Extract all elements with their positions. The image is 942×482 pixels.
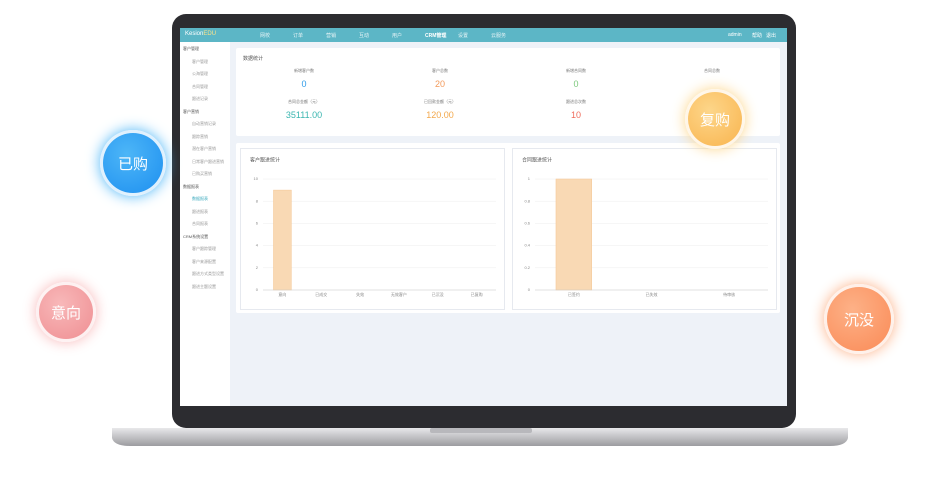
sidebar-item[interactable]: 跟进主题设置 — [192, 283, 216, 289]
user-name[interactable]: admin — [728, 32, 742, 38]
y-tick-label: 0.4 — [524, 243, 530, 248]
sidebar-group[interactable]: 客户营销 — [183, 108, 199, 114]
chart-card: 客户跟进统计 0 2 4 6 8 10 意向 已成交 失效 无效客户 已沉没 已复购 — [240, 148, 505, 310]
charts-card: 客户跟进统计 0 2 4 6 8 10 意向 已成交 失效 无效客户 已沉没 已复购 合同跟进统计 0 0.2… — [236, 143, 780, 313]
y-tick-label: 1 — [528, 176, 531, 181]
nav-item[interactable]: CRM管理 — [425, 33, 447, 39]
sidebar-item[interactable]: 跟进方式类型设置 — [192, 271, 224, 276]
stat-value: 0 — [301, 79, 307, 89]
screen: KesionEDU 网校 订单 营销 互动 用户 CRM管理 设置 云服务 admin 帮助 退出 … — [180, 28, 787, 406]
stats-title: 数据统计 — [243, 56, 264, 62]
y-tick-label: 0 — [256, 287, 259, 292]
bubble[interactable]: 复购 — [685, 89, 745, 149]
stat-value: 35111.00 — [285, 110, 323, 120]
bar — [273, 189, 292, 291]
sidebar-item[interactable]: 客户来源配置 — [192, 258, 216, 264]
x-tick-label: 失效 — [356, 291, 364, 297]
sidebar-item[interactable]: 潜在客户营销 — [192, 146, 216, 151]
stat-label: 合同总数 — [704, 68, 720, 73]
stat-label: 客户总数 — [432, 68, 448, 73]
nav-item[interactable]: 营销 — [326, 33, 337, 39]
sidebar-item[interactable]: 跟进报表 — [192, 208, 208, 214]
stat: 新增客户数 0 — [236, 68, 372, 89]
stat-label: 合同总金额（元） — [288, 99, 320, 104]
top-bar: KesionEDU 网校 订单 营销 互动 用户 CRM管理 设置 云服务 admin 帮助 退出 — [180, 28, 787, 42]
y-tick-label: 0.6 — [524, 220, 530, 225]
y-tick-label: 2 — [256, 265, 259, 270]
logo: KesionEDU — [185, 31, 216, 37]
sidebar-item[interactable]: 客户跟踪管理 — [192, 246, 216, 251]
bubble[interactable]: 意向 — [36, 282, 96, 342]
y-tick-label: 0.2 — [524, 265, 530, 270]
bubble[interactable]: 已购 — [100, 130, 166, 196]
sidebar-group[interactable]: CRM系统设置 — [183, 233, 209, 239]
sidebar-item[interactable]: 合同报表 — [192, 221, 208, 226]
stat-label: 新增客户数 — [294, 68, 314, 73]
stat-value: 0 — [573, 79, 579, 89]
sidebar-item[interactable]: 数据报表 — [192, 196, 208, 201]
stat-label: 跟进总次数 — [566, 99, 586, 104]
sidebar-item[interactable]: 客户管理 — [192, 58, 208, 64]
y-tick-label: 0 — [528, 287, 531, 292]
nav-item[interactable]: 互动 — [359, 33, 370, 39]
stat-label: 新增合同数 — [566, 68, 586, 73]
y-tick-label: 4 — [256, 243, 259, 248]
top-link[interactable]: 帮助 — [752, 33, 763, 39]
sidebar-item[interactable]: 跟进记录 — [192, 96, 208, 101]
sidebar-group[interactable]: 客户管理 — [183, 46, 199, 51]
x-tick-label: 已签约 — [568, 291, 580, 297]
x-tick-label: 已沉没 — [432, 291, 444, 297]
stat: 合同总金额（元） 35111.00 — [236, 99, 372, 120]
sidebar-item[interactable]: 合同管理 — [192, 83, 208, 89]
stat: 已回款金额（元） 120.00 — [372, 99, 508, 120]
stat: 跟进总次数 10 — [508, 99, 644, 120]
chart-card: 合同跟进统计 0 0.2 0.4 0.6 0.8 1 已签约 已失效 待审核 — [512, 148, 777, 310]
chart: 合同跟进统计 0 0.2 0.4 0.6 0.8 1 已签约 已失效 待审核 — [522, 156, 768, 297]
y-tick-label: 6 — [256, 220, 259, 225]
chart-title: 合同跟进统计 — [522, 156, 552, 163]
chart: 客户跟进统计 0 2 4 6 8 10 意向 已成交 失效 无效客户 已沉没 已复购 — [250, 156, 496, 297]
x-tick-label: 已复购 — [471, 291, 483, 297]
sidebar-item[interactable]: 日常客户跟进营销 — [192, 158, 224, 164]
bar — [555, 178, 592, 291]
stat: 合同总数 — [644, 68, 780, 74]
nav-item[interactable]: 订单 — [293, 33, 304, 39]
nav-item[interactable]: 设置 — [458, 33, 469, 39]
y-tick-label: 0.8 — [524, 198, 530, 203]
sidebar: 客户管理 客户管理 公海管理 合同管理 跟进记录 客户营销 自动营销记录 跟踪营销 潜在客户营销… — [180, 42, 230, 406]
chart-title: 客户跟进统计 — [250, 156, 280, 163]
stat-label: 已回款金额（元） — [424, 99, 456, 104]
sidebar-item[interactable]: 跟踪营销 — [192, 133, 208, 139]
logo-text: Kesion — [185, 31, 204, 37]
notch — [430, 428, 532, 433]
sidebar-item[interactable]: 公海管理 — [192, 71, 208, 76]
bubble[interactable]: 沉没 — [824, 284, 894, 354]
x-tick-label: 已失效 — [646, 291, 658, 297]
sidebar-item[interactable]: 自动营销记录 — [192, 121, 216, 126]
stat: 新增合同数 0 — [508, 68, 644, 89]
nav-item[interactable]: 用户 — [392, 33, 403, 39]
nav-item[interactable]: 云服务 — [491, 33, 507, 39]
y-tick-label: 10 — [254, 176, 259, 181]
stat-value: 120.00 — [426, 110, 454, 120]
stat-value: 20 — [434, 79, 445, 89]
stat: 客户总数 20 — [372, 68, 508, 89]
laptop-base — [112, 428, 848, 446]
top-link[interactable]: 退出 — [766, 33, 777, 39]
x-tick-label: 待审核 — [723, 291, 735, 297]
x-tick-label: 意向 — [278, 291, 286, 297]
x-tick-label: 已成交 — [315, 291, 327, 297]
sidebar-item[interactable]: 已购买营销 — [192, 171, 212, 176]
stat-value: 10 — [570, 110, 581, 120]
sidebar-group[interactable]: 数据报表 — [183, 183, 199, 189]
x-tick-label: 无效客户 — [391, 291, 407, 297]
logo-suffix: EDU — [203, 31, 217, 37]
y-tick-label: 8 — [256, 198, 259, 203]
nav-item[interactable]: 网校 — [260, 33, 271, 39]
